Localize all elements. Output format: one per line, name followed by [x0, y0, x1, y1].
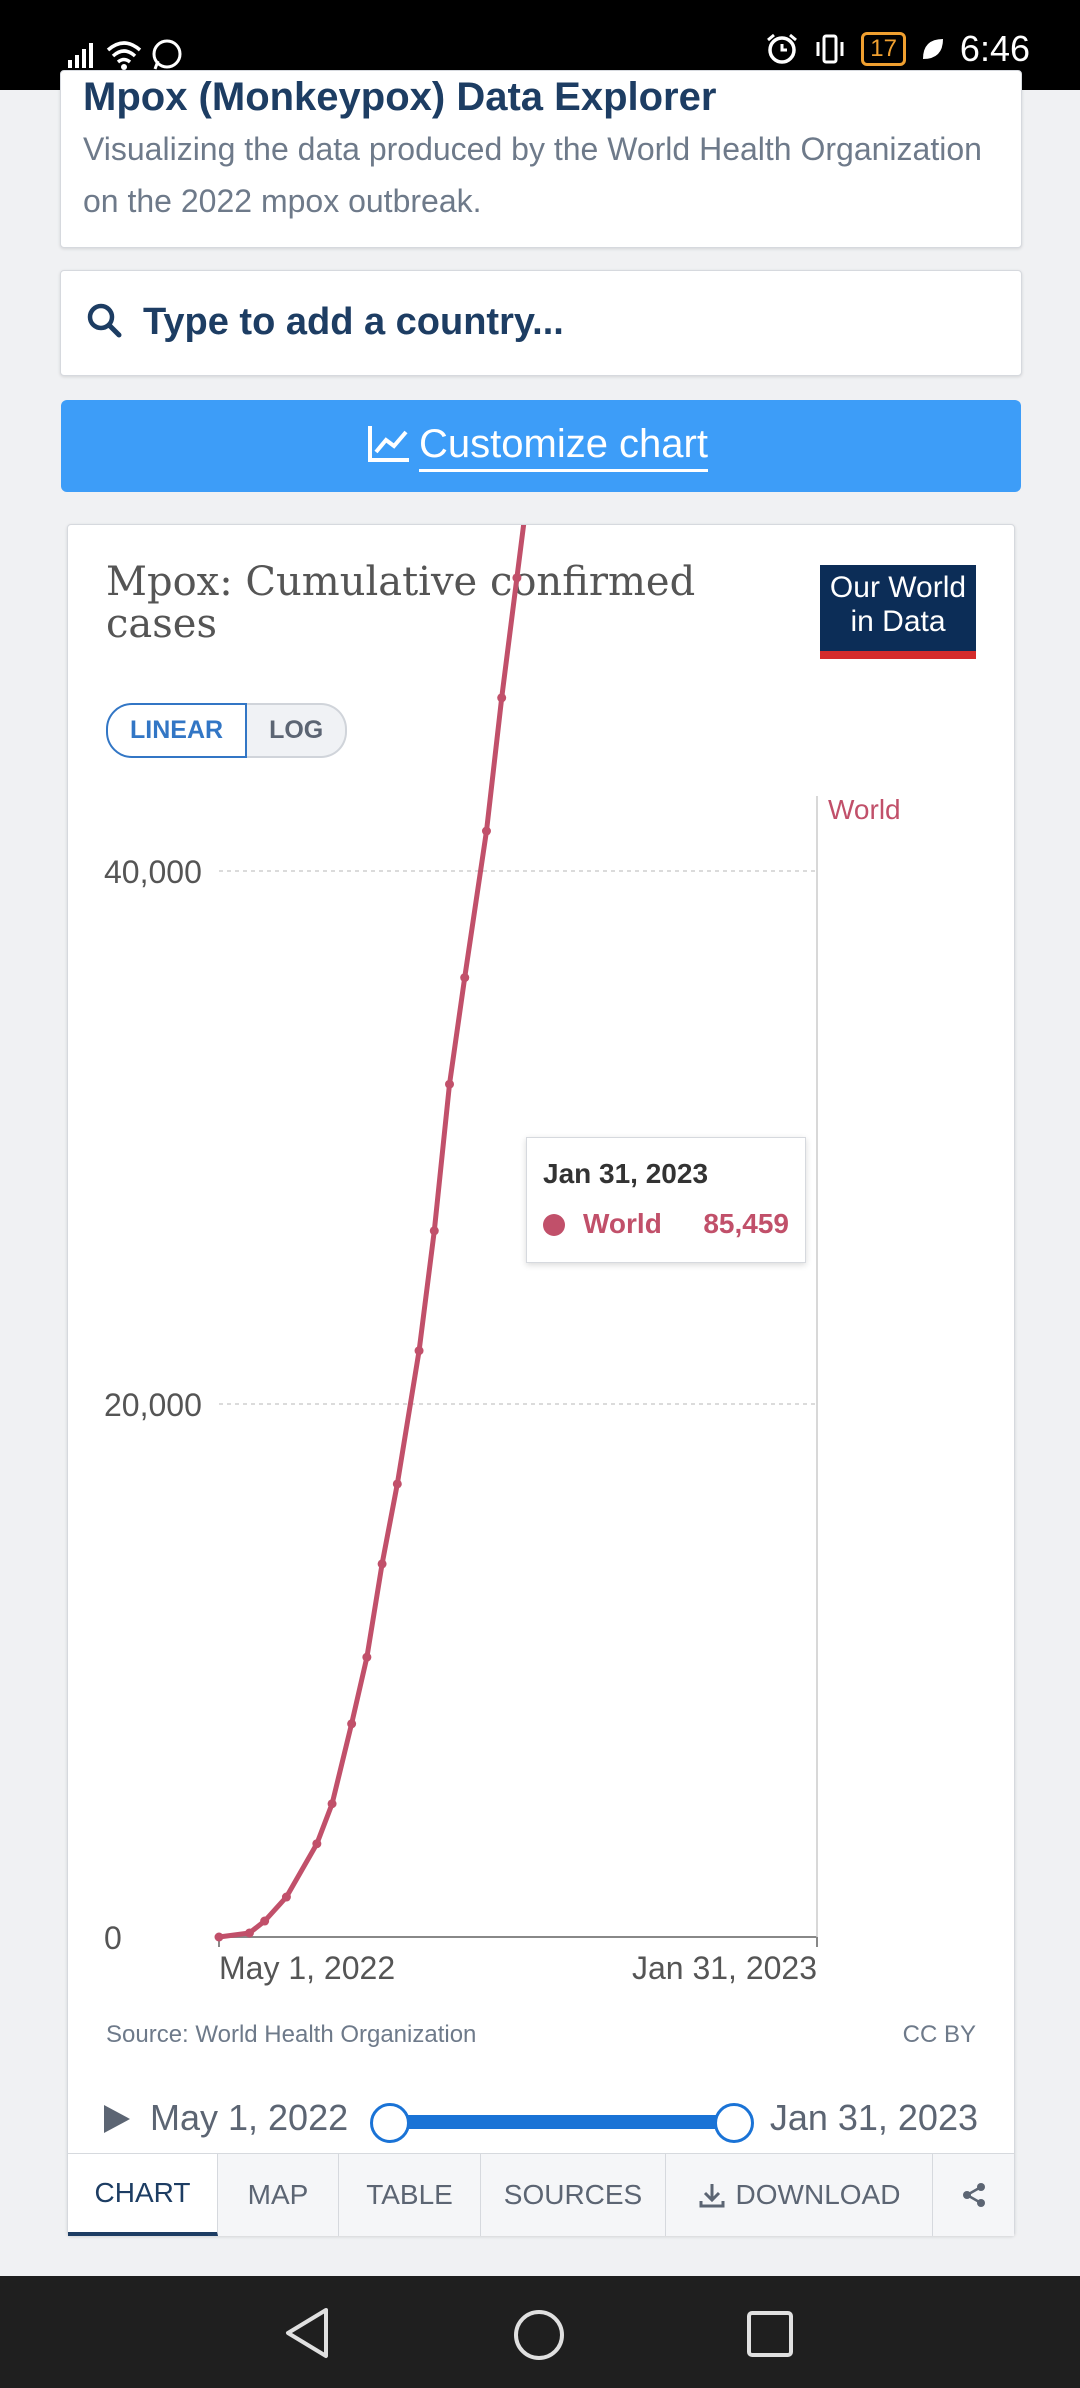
data-point: [260, 1916, 270, 1926]
customize-chart-label: Customize chart: [419, 422, 708, 472]
data-point: [347, 1719, 357, 1729]
data-point: [392, 1479, 402, 1489]
system-nav-bar: [0, 2276, 1080, 2388]
chart-title: Mpox: Cumulative confirmed cases: [106, 559, 696, 647]
signal-icon: [68, 43, 93, 68]
owid-logo[interactable]: Our World in Data: [820, 565, 976, 659]
scale-toggle: LINEAR LOG: [106, 703, 348, 758]
data-point: [460, 973, 470, 983]
chart-tabs: CHART MAP TABLE SOURCES DOWNLOAD: [68, 2153, 1014, 2236]
data-point: [512, 573, 522, 583]
tooltip-series-name: World: [583, 1208, 662, 1239]
y-tick-label: 40,000: [104, 854, 202, 890]
data-point: [497, 693, 507, 703]
data-point: [327, 1799, 337, 1809]
data-point: [481, 826, 491, 836]
status-icons-right: 17 6:46: [765, 28, 1030, 70]
data-point: [414, 1346, 424, 1356]
tab-download[interactable]: DOWNLOAD: [666, 2154, 933, 2236]
chart-source[interactable]: Source: World Health Organization: [106, 2021, 477, 2048]
leaf-icon: [922, 39, 943, 59]
y-tick-label: 20,000: [104, 1387, 202, 1423]
vibrate-icon: [816, 34, 844, 64]
tab-download-label: DOWNLOAD: [735, 2179, 901, 2210]
tab-sources[interactable]: SOURCES: [481, 2154, 666, 2236]
line-chart-icon: [368, 426, 409, 462]
chart-card: Mpox: Cumulative confirmed cases Our Wor…: [67, 524, 1015, 2236]
tooltip-series-dot: [543, 1214, 565, 1236]
home-icon[interactable]: [512, 2308, 566, 2362]
chart-license[interactable]: CC BY: [902, 2021, 976, 2048]
logo-line-1: Our World: [829, 571, 967, 604]
customize-chart-button[interactable]: Customize chart: [61, 400, 1021, 492]
wifi-icon: [106, 41, 142, 70]
data-point: [429, 1226, 439, 1236]
alarm-icon: [767, 33, 798, 64]
tab-chart[interactable]: CHART: [68, 2154, 218, 2236]
data-point: [377, 1559, 387, 1569]
share-icon: [962, 2183, 985, 2207]
back-icon[interactable]: [282, 2306, 332, 2360]
y-tick-label: 0: [104, 1920, 122, 1956]
x-tick-label: May 1, 2022: [219, 1950, 395, 1986]
log-scale-button[interactable]: LOG: [247, 703, 348, 758]
tooltip-date: Jan 31, 2023: [543, 1158, 709, 1189]
search-icon: [87, 303, 122, 338]
data-point: [214, 1932, 224, 1942]
search-placeholder: Type to add a country...: [143, 301, 564, 343]
data-point: [244, 1928, 254, 1938]
whatsapp-icon: [152, 39, 182, 70]
x-tick-label: Jan 31, 2023: [632, 1950, 817, 1986]
tab-map[interactable]: MAP: [218, 2154, 339, 2236]
download-icon: [699, 2184, 725, 2208]
timeline-end-handle[interactable]: [714, 2103, 754, 2143]
data-point: [445, 1079, 455, 1089]
data-point: [281, 1892, 291, 1902]
clock: 6:46: [959, 28, 1030, 69]
timeline-start-handle[interactable]: [370, 2103, 410, 2143]
data-point: [312, 1839, 322, 1849]
battery-indicator: 17: [861, 32, 906, 66]
status-icons-left: [68, 38, 184, 72]
explorer-subtitle: Visualizing the data produced by the Wor…: [83, 131, 982, 219]
timeline-track[interactable]: [388, 2115, 734, 2129]
linear-scale-button[interactable]: LINEAR: [106, 703, 248, 758]
explorer-title: Mpox (Monkeypox) Data Explorer: [83, 75, 717, 119]
tab-table[interactable]: TABLE: [339, 2154, 481, 2236]
chart-tooltip: Jan 31, 2023 World 85,459: [526, 1137, 806, 1263]
country-search-input[interactable]: Type to add a country...: [60, 270, 1022, 376]
timeline-start-label: May 1, 2022: [150, 2097, 349, 2138]
explorer-header: Mpox (Monkeypox) Data Explorer Visualizi…: [60, 70, 1022, 248]
recents-icon[interactable]: [746, 2310, 794, 2358]
share-button[interactable]: [933, 2154, 1014, 2236]
series-label-world: World: [828, 794, 901, 825]
timeline-end-label: Jan 31, 2023: [769, 2097, 978, 2138]
logo-line-2: in Data: [850, 605, 946, 638]
play-icon[interactable]: [102, 2103, 132, 2135]
data-point: [362, 1652, 372, 1662]
tooltip-value: 85,459: [703, 1208, 789, 1239]
timeline: May 1, 2022 Jan 31, 2023: [68, 2085, 1014, 2155]
